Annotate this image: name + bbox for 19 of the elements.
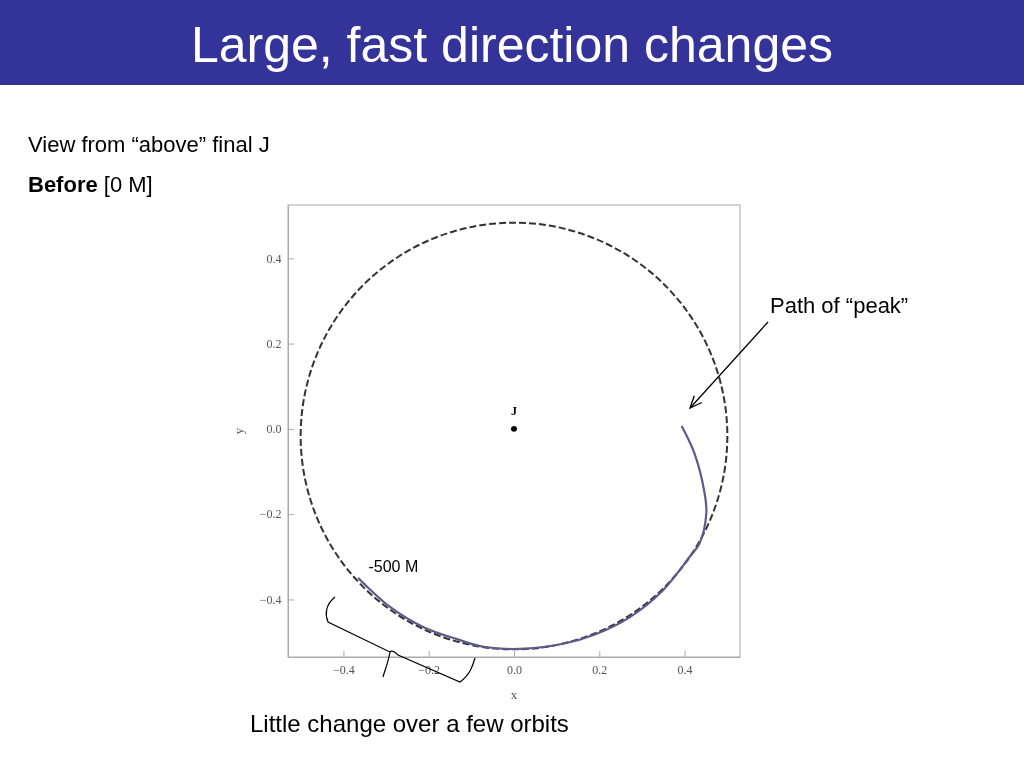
annotation: -500 M xyxy=(368,558,419,576)
line-series xyxy=(357,425,708,651)
y-tick-label: −0.2 xyxy=(259,507,282,522)
x-tick-label: 0.0 xyxy=(507,663,522,678)
chart-subtitle: View from “above” final J xyxy=(28,132,270,157)
x-tick-label: 0.4 xyxy=(677,663,693,678)
text: Little change over a few orbits xyxy=(250,710,569,737)
text: Before [0 M] xyxy=(28,172,153,197)
y-tick-label: 0.2 xyxy=(266,336,282,351)
text: Path of “peak” xyxy=(770,293,909,318)
series-label: J xyxy=(511,403,517,418)
y-tick-label: 0.0 xyxy=(266,422,282,437)
x-tick-label: 0.2 xyxy=(592,663,608,678)
chart-title: Large, fast direction changes xyxy=(190,17,834,73)
x-tick-label: −0.4 xyxy=(333,663,355,678)
y-axis-title: y xyxy=(231,427,246,435)
y-tick-label: 0.4 xyxy=(266,251,282,266)
y-tick-label: −0.4 xyxy=(259,592,282,607)
x-axis-title: x xyxy=(510,687,518,702)
